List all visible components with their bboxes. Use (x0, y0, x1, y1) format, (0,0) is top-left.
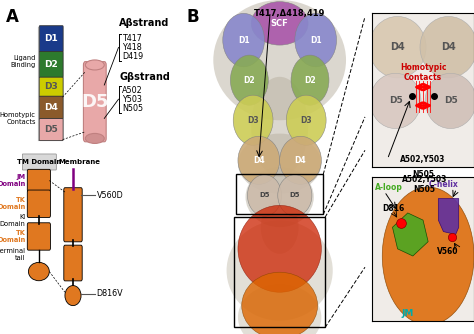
FancyBboxPatch shape (22, 154, 56, 170)
Text: D1: D1 (44, 34, 58, 43)
FancyBboxPatch shape (64, 245, 82, 281)
FancyBboxPatch shape (39, 51, 63, 77)
Text: D5: D5 (259, 192, 270, 198)
Text: A502,Y503: A502,Y503 (401, 155, 446, 164)
Ellipse shape (291, 55, 329, 105)
Ellipse shape (247, 175, 282, 216)
Text: Gβstrand: Gβstrand (119, 72, 170, 82)
Ellipse shape (227, 220, 333, 321)
FancyBboxPatch shape (39, 77, 63, 97)
Ellipse shape (233, 95, 273, 145)
Ellipse shape (261, 200, 299, 254)
Ellipse shape (370, 73, 421, 129)
Text: D1: D1 (310, 36, 321, 44)
Ellipse shape (85, 134, 104, 144)
Text: D5: D5 (44, 125, 58, 134)
Text: A-loop: A-loop (375, 183, 403, 192)
FancyBboxPatch shape (64, 188, 82, 242)
FancyBboxPatch shape (39, 119, 63, 141)
Text: D816V: D816V (97, 290, 123, 298)
Text: Ligand
Binding: Ligand Binding (10, 55, 36, 67)
Text: D5: D5 (389, 97, 402, 106)
Text: N505: N505 (413, 185, 435, 194)
FancyBboxPatch shape (27, 190, 50, 217)
Text: N505: N505 (412, 170, 434, 179)
Text: D3: D3 (247, 116, 259, 125)
FancyBboxPatch shape (27, 169, 50, 192)
Text: D3: D3 (301, 116, 312, 125)
Text: SCF: SCF (271, 19, 289, 28)
Text: KI
Domain: KI Domain (0, 214, 26, 226)
Polygon shape (392, 213, 428, 256)
FancyBboxPatch shape (27, 223, 50, 250)
Text: Contacts: Contacts (404, 72, 442, 81)
FancyBboxPatch shape (39, 96, 63, 119)
Polygon shape (438, 198, 459, 234)
Text: D4: D4 (44, 103, 58, 112)
Text: D3: D3 (44, 82, 58, 91)
FancyBboxPatch shape (39, 26, 63, 52)
Text: TK
Domain: TK Domain (0, 197, 26, 210)
Text: D816: D816 (382, 204, 404, 213)
Text: D4: D4 (390, 42, 405, 52)
Text: D419: D419 (122, 52, 144, 61)
Ellipse shape (280, 136, 321, 184)
Ellipse shape (238, 134, 321, 194)
Text: Y418: Y418 (122, 43, 142, 52)
Ellipse shape (230, 55, 268, 105)
Text: Y503: Y503 (122, 95, 142, 104)
Ellipse shape (295, 13, 337, 67)
Ellipse shape (278, 175, 312, 216)
Ellipse shape (213, 0, 346, 120)
FancyBboxPatch shape (83, 62, 106, 142)
Text: D2: D2 (304, 76, 316, 85)
Ellipse shape (251, 77, 308, 177)
Text: D2: D2 (244, 76, 255, 85)
Text: Membrane: Membrane (59, 159, 101, 165)
Text: D5: D5 (444, 97, 457, 106)
Text: N505: N505 (122, 104, 144, 113)
Text: JM: JM (401, 309, 414, 318)
Text: D1: D1 (238, 36, 249, 44)
Ellipse shape (425, 73, 474, 129)
Ellipse shape (369, 16, 426, 78)
Text: JM
Domain: JM Domain (0, 174, 26, 187)
Ellipse shape (238, 136, 280, 184)
Ellipse shape (286, 95, 326, 145)
Ellipse shape (238, 284, 321, 334)
Text: V560D: V560D (97, 191, 123, 200)
Text: D4: D4 (253, 156, 264, 165)
Text: Aβstrand: Aβstrand (119, 18, 170, 28)
Ellipse shape (251, 2, 308, 45)
Text: A502: A502 (122, 86, 143, 95)
Text: TM Domain: TM Domain (17, 159, 62, 165)
Text: D5: D5 (290, 192, 300, 198)
Text: D5: D5 (81, 93, 109, 111)
Ellipse shape (28, 263, 49, 281)
Text: Homotypic: Homotypic (400, 63, 447, 71)
Ellipse shape (238, 205, 321, 292)
Text: D4: D4 (441, 42, 456, 52)
Text: C-terminal
tail: C-terminal tail (0, 248, 26, 261)
Text: T417,Δ418,419: T417,Δ418,419 (254, 9, 325, 18)
Ellipse shape (85, 60, 104, 70)
Ellipse shape (383, 187, 474, 325)
Text: D4: D4 (295, 156, 306, 165)
Text: T417: T417 (122, 34, 142, 43)
Ellipse shape (242, 272, 318, 334)
Ellipse shape (246, 167, 314, 227)
Ellipse shape (420, 16, 474, 78)
Text: D2: D2 (44, 60, 58, 69)
Ellipse shape (223, 13, 264, 67)
Text: A: A (6, 8, 18, 26)
Text: B: B (187, 8, 200, 26)
Text: A502,Y503: A502,Y503 (401, 175, 447, 184)
Ellipse shape (65, 286, 81, 306)
Text: V560: V560 (437, 247, 459, 256)
Text: Homotypic
Contacts: Homotypic Contacts (0, 112, 36, 125)
Text: TK
Domain: TK Domain (0, 230, 26, 243)
Text: C-helix: C-helix (429, 180, 459, 189)
